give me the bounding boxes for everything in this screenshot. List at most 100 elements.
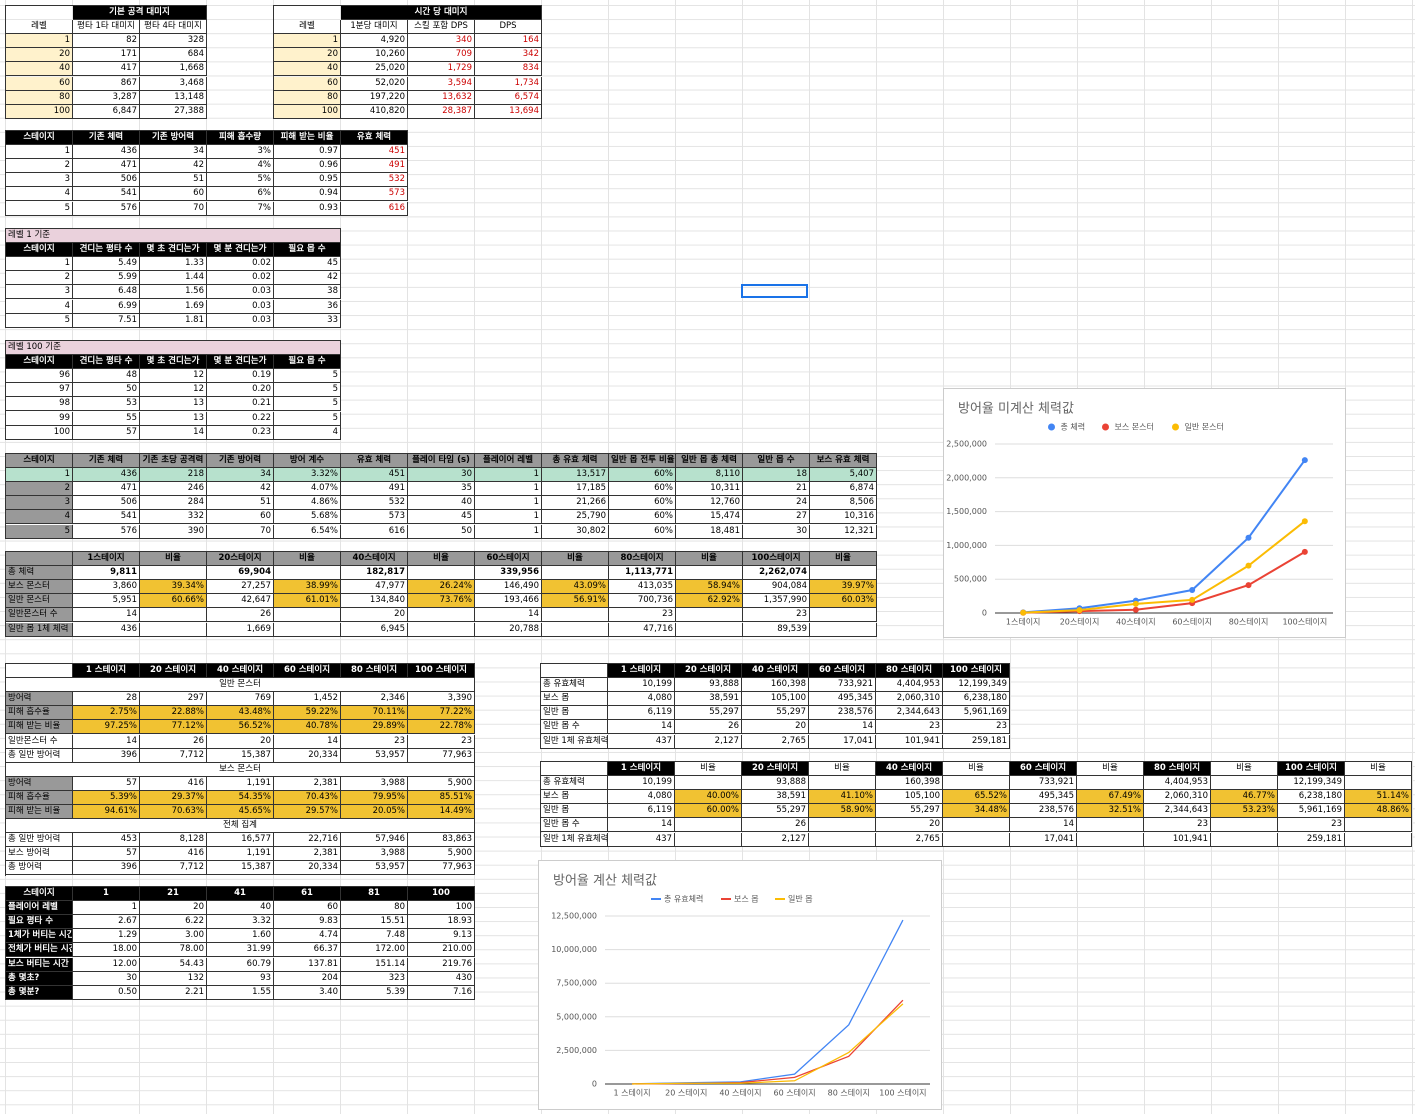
cell: 45	[274, 257, 341, 272]
cell	[408, 566, 475, 581]
header-cell: 비율	[1211, 762, 1278, 777]
cell: 5.39%	[73, 790, 140, 805]
cell: 0.03	[207, 313, 274, 328]
cell	[542, 622, 609, 637]
cell: 18.93	[408, 915, 475, 930]
cell: 5,961,169	[943, 706, 1010, 721]
cell: 396	[73, 748, 140, 763]
cell: 15.51	[341, 915, 408, 930]
cell: 42,647	[207, 594, 274, 609]
y-tick-label: 2,500,000	[556, 1046, 597, 1055]
header-cell	[6, 664, 73, 679]
cell: 6,574	[475, 90, 542, 105]
cell: 35	[408, 482, 475, 497]
cell: 38.99%	[274, 580, 341, 595]
cell: 495,345	[1010, 790, 1077, 805]
cell: 0.22	[207, 411, 274, 426]
cell: 43.09%	[542, 580, 609, 595]
cell: 일반 1체 유효체력	[541, 832, 608, 847]
header-cell: 1 스테이지	[73, 664, 140, 679]
cell: 4	[274, 425, 341, 440]
cell: 4,080	[608, 692, 675, 707]
cell: 6,238,180	[943, 692, 1010, 707]
cell: 134,840	[341, 594, 408, 609]
header-cell: 80 스테이지	[341, 664, 408, 679]
cell: 보스 방어력	[6, 847, 73, 862]
header-cell: 80스테이지	[609, 552, 676, 567]
table-title: 기본 공격 대미지	[73, 6, 207, 21]
cell: 38	[274, 285, 341, 300]
cell: 7.51	[73, 313, 140, 328]
cell	[810, 622, 877, 637]
cell: 41.10%	[809, 790, 876, 805]
cell: 99	[6, 411, 73, 426]
cell: 14	[274, 734, 341, 749]
cell: 54.43	[140, 957, 207, 972]
cell: 436	[73, 145, 140, 160]
cell: 3,390	[408, 692, 475, 707]
cell: 1,191	[207, 776, 274, 791]
cell: 60	[274, 901, 341, 916]
cell: 70	[140, 201, 207, 216]
cell: 피해 흡수율	[6, 706, 73, 721]
cell	[542, 608, 609, 623]
chart-title: 방어율 계산 체력값	[553, 874, 657, 889]
cell: 20,334	[274, 861, 341, 876]
table-title: 레벨 1 기준	[6, 229, 341, 244]
cell: 8,128	[140, 833, 207, 848]
cell: 25,020	[341, 62, 408, 77]
cell: 10,316	[810, 510, 877, 525]
cell	[1345, 776, 1412, 791]
header-cell: 보스 유효 체력	[810, 454, 877, 469]
table: 1 스테이지 20 스테이지 40 스테이지 60 스테이지 80 스테이지 100 스테…	[540, 663, 1010, 749]
cell: 259,181	[943, 734, 1010, 749]
cell: 0.94	[274, 187, 341, 202]
cell: 616	[341, 201, 408, 216]
cell: 66.37	[274, 943, 341, 958]
cell: 2,127	[742, 832, 809, 847]
cell: 0.19	[207, 369, 274, 384]
cell: 146,490	[475, 580, 542, 595]
cell: 17,041	[809, 734, 876, 749]
cell: 20,788	[475, 622, 542, 637]
data-point	[1245, 562, 1252, 569]
header-cell: 스테이지	[6, 454, 73, 469]
header-cell: 몇 초 견디는가	[140, 243, 207, 258]
header-cell: 비율	[675, 762, 742, 777]
cell: 3,468	[140, 76, 207, 91]
cell: 48	[73, 369, 140, 384]
cell: 21,266	[542, 496, 609, 511]
cell: 390	[140, 524, 207, 539]
cell: 피해 받는 비율	[6, 805, 73, 820]
cell: 28,387	[408, 104, 475, 119]
cell: 60	[140, 187, 207, 202]
header-cell: 60스테이지	[475, 552, 542, 567]
cell	[1077, 776, 1144, 791]
cell: 65.52%	[943, 790, 1010, 805]
series-line	[632, 999, 904, 1085]
cell: 62.92%	[676, 594, 743, 609]
cell: 10,199	[608, 776, 675, 791]
cell: 13,517	[542, 468, 609, 483]
cell: 57,946	[341, 833, 408, 848]
cell: 20,334	[274, 748, 341, 763]
x-tick-label: 20스테이지	[1060, 617, 1100, 627]
cell: 23	[341, 734, 408, 749]
cell: 89,539	[743, 622, 810, 637]
cell: 53,957	[341, 861, 408, 876]
y-tick-label: 2,000,000	[946, 473, 987, 482]
cell	[1211, 776, 1278, 791]
cell: 5%	[207, 173, 274, 188]
cell: 259,181	[1278, 832, 1345, 847]
cell: 10,199	[608, 678, 675, 693]
cell: 573	[341, 187, 408, 202]
cell: 98	[6, 397, 73, 412]
selected-cell[interactable]	[741, 284, 808, 298]
cell: 13,148	[140, 90, 207, 105]
cell: 834	[475, 62, 542, 77]
cell: 541	[73, 187, 140, 202]
cell: 60%	[609, 468, 676, 483]
cell: 12	[140, 383, 207, 398]
chart-title: 방어율 미계산 체력값	[958, 402, 1074, 417]
cell: 437	[608, 832, 675, 847]
